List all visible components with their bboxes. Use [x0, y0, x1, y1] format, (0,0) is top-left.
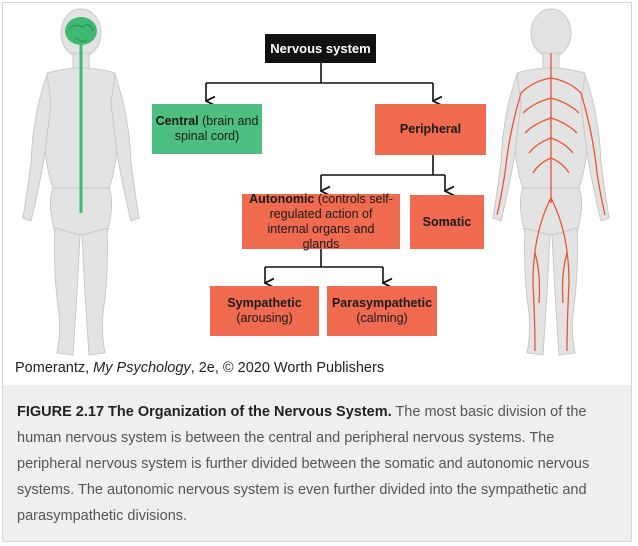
- box-autonomic: Autonomic (controls self-regulated actio…: [242, 192, 400, 252]
- central-label: Central (brain and spinal cord): [152, 114, 262, 144]
- sympathetic-sub: (arousing): [236, 311, 293, 325]
- box-nervous-system: Nervous system: [265, 34, 376, 63]
- box-sympathetic: Sympathetic (arousing): [210, 286, 319, 336]
- connector-lines: [206, 63, 445, 283]
- figure-area: Nervous system Central (brain and spinal…: [3, 3, 633, 383]
- caption-text: The most basic division of the human ner…: [17, 404, 590, 524]
- figure-caption: FIGURE 2.17 The Organization of the Nerv…: [3, 385, 631, 541]
- credit-rest: , 2e, © 2020 Worth Publishers: [190, 360, 385, 376]
- figure-credit: Pomerantz, My Psychology, 2e, © 2020 Wor…: [15, 360, 384, 376]
- autonomic-rest: (controls self-regulated action of inter…: [267, 191, 393, 251]
- credit-author: Pomerantz,: [15, 360, 94, 376]
- sympathetic-label: Sympathetic: [227, 296, 302, 310]
- credit-book: My Psychology: [93, 360, 191, 376]
- central-rest: (brain and spinal cord): [174, 114, 259, 143]
- autonomic-label: Autonomic (controls self-regulated actio…: [248, 192, 394, 252]
- central-nerves: [65, 17, 97, 213]
- box-central: Central (brain and spinal cord): [152, 104, 262, 154]
- somatic-label: Somatic: [422, 214, 472, 229]
- peripheral-nerves: [496, 53, 606, 352]
- nervous-system-label: Nervous system: [270, 41, 371, 56]
- parasympathetic-label: Parasympathetic: [331, 296, 433, 310]
- box-peripheral: Peripheral: [375, 104, 486, 155]
- autonomic-bold: Autonomic: [249, 191, 315, 206]
- central-bold: Central: [155, 114, 199, 128]
- caption-title: FIGURE 2.17 The Organization of the Nerv…: [17, 404, 392, 420]
- box-somatic: Somatic: [410, 195, 484, 249]
- right-body-figure: [492, 8, 610, 356]
- peripheral-label: Peripheral: [399, 122, 462, 136]
- parasympathetic-sub: (calming): [356, 311, 408, 325]
- figure-illustration: [22, 8, 610, 356]
- figure-frame: Nervous system Central (brain and spinal…: [2, 2, 632, 542]
- box-parasympathetic: Parasympathetic (calming): [327, 286, 437, 336]
